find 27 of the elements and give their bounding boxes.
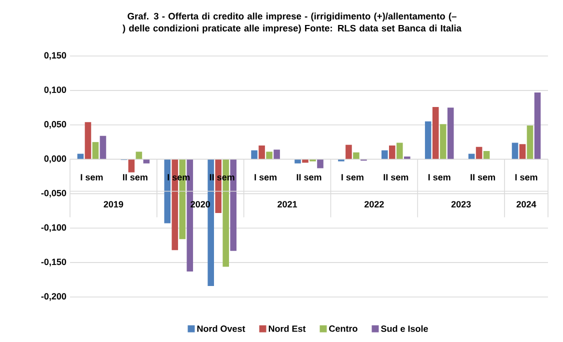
y-tick-label: 0,000 <box>44 155 66 164</box>
x-tick-label: I sem <box>254 174 276 180</box>
y-tick-label: 0,150 <box>44 52 66 60</box>
x-tick-label: I sem <box>80 174 103 180</box>
chart-title: Graf. 3 - Offerta di credito alle imprese - (irrigidimento (+)/allentamento (–) delle condizioni praticate alle imprese) Fonte: RLS data set Banca di Italia <box>122 12 462 34</box>
x-tick-label: I sem <box>515 174 538 180</box>
y-tick-label: -0,200 <box>41 293 66 301</box>
x-tick-label: I sem <box>428 174 450 180</box>
annotation: 2023 <box>451 201 471 208</box>
legend-label: Centro <box>329 325 358 332</box>
y-tick-label: -0,050 <box>41 190 66 198</box>
annotation: 2019 <box>104 201 124 208</box>
y-tick-label: 0,100 <box>44 86 66 94</box>
y-tick-label: -0,150 <box>41 258 66 266</box>
x-tick-label: II sem <box>384 174 408 180</box>
y-tick-label: 0,050 <box>44 121 66 129</box>
x-tick-label: I sem <box>342 174 364 180</box>
annotation: 2021 <box>278 201 298 208</box>
legend-label: Nord Est <box>268 325 306 332</box>
x-tick-label: II sem <box>470 174 496 180</box>
annotation: 2022 <box>364 201 384 208</box>
annotation: 2024 <box>516 201 536 208</box>
legend-label: Nord Ovest <box>197 325 246 332</box>
legend-label: Sud e Isole <box>381 325 428 332</box>
x-tick-label: II sem <box>296 174 322 180</box>
x-tick-label: II sem <box>123 174 148 180</box>
y-tick-label: -0,100 <box>41 224 66 232</box>
